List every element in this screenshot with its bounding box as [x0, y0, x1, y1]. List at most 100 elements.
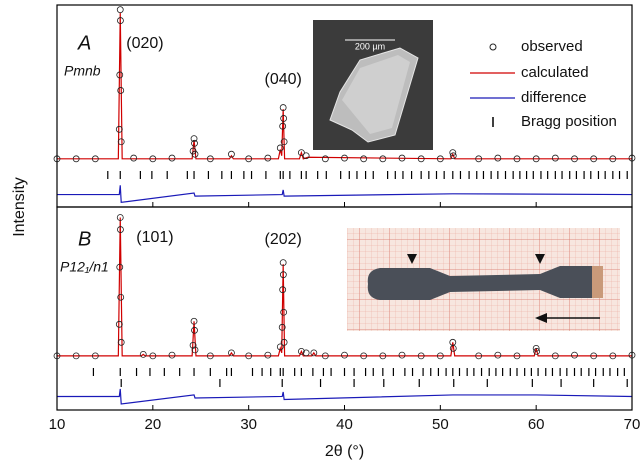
observed-point: [278, 323, 286, 331]
observed-point: [191, 139, 198, 147]
observed-point: [276, 343, 284, 351]
observed-point: [513, 352, 521, 360]
x-tick-label: 10: [49, 416, 66, 433]
observed-point: [494, 154, 502, 162]
legend-label: Bragg position: [521, 113, 617, 130]
x-axis-label: 2θ (°): [325, 443, 364, 460]
peak-label: (101): [136, 229, 173, 246]
observed-point: [571, 155, 578, 163]
observed-point: [115, 125, 123, 133]
observed-point: [475, 352, 483, 360]
observed-point: [609, 352, 617, 360]
photo-inset: [347, 228, 620, 331]
x-tick-label: 70: [624, 416, 641, 433]
observed-point: [117, 338, 125, 346]
observed-point: [379, 352, 387, 360]
observed-point: [245, 155, 253, 163]
observed-point: [191, 326, 198, 334]
observed-point: [297, 347, 305, 355]
observed-point: [417, 352, 425, 360]
peak-label: (020): [126, 35, 163, 52]
observed-point: [117, 138, 125, 146]
observed-point: [302, 152, 310, 160]
observed-point: [398, 154, 406, 162]
observed-point: [398, 351, 406, 359]
legend: observed calculated difference Bragg positi…: [470, 38, 617, 130]
observed-point: [494, 351, 502, 359]
observed-point: [228, 150, 235, 158]
observed-point: [116, 6, 124, 14]
x-tick-label: 30: [240, 416, 257, 433]
observed-point: [280, 308, 288, 316]
observed-point: [116, 214, 124, 221]
observed-point: [72, 155, 80, 163]
observed-point: [280, 338, 288, 346]
observed-point: [117, 17, 124, 24]
observed-point: [310, 349, 318, 357]
observed-point: [533, 347, 541, 355]
observed-point: [379, 155, 387, 163]
observed-point: [91, 352, 99, 360]
observed-point: [321, 155, 329, 163]
observed-point: [449, 149, 457, 157]
observed-point: [276, 144, 284, 152]
panel-label: A: [77, 32, 91, 54]
observed-point: [532, 344, 540, 352]
observed-point: [609, 155, 617, 163]
observed-point: [130, 154, 138, 162]
observed-point: [475, 155, 483, 163]
observed-point: [149, 352, 157, 360]
phase-label: P12₁/n1: [60, 259, 109, 275]
observed-point: [190, 135, 198, 143]
observed-point: [279, 271, 287, 279]
observed-point: [264, 351, 272, 359]
legend-label: difference: [521, 89, 587, 106]
observed-point: [280, 115, 288, 122]
calculated-line: [57, 217, 632, 357]
observed-point: [590, 155, 598, 163]
y-axis-label: Intensity: [11, 177, 28, 237]
difference-line: [57, 388, 633, 405]
observed-point: [245, 352, 253, 360]
observed-point: [571, 351, 578, 359]
observed-point: [279, 122, 287, 130]
observed-point: [302, 349, 310, 357]
observed-point: [551, 154, 559, 162]
observed-point: [449, 344, 457, 352]
observed-point: [341, 154, 348, 162]
observed-point: [360, 352, 368, 360]
observed-point: [191, 346, 199, 354]
observed-point: [117, 87, 125, 94]
observed-point: [513, 155, 521, 163]
observed-point: [117, 226, 124, 233]
observed-point: [449, 152, 457, 160]
observed-point: [280, 138, 288, 146]
observed-point: [191, 150, 199, 158]
observed-point: [139, 350, 147, 358]
observed-point: [532, 155, 540, 163]
observed-point: [72, 352, 80, 360]
observed-point: [321, 352, 329, 360]
observed-point: [189, 341, 197, 349]
observed-point: [168, 154, 176, 162]
observed-point: [228, 349, 235, 357]
phase-label: Pmnb: [64, 63, 101, 79]
observed-point: [436, 352, 444, 360]
observed-point: [149, 155, 157, 163]
observed-point: [436, 155, 444, 163]
legend-label: observed: [521, 38, 583, 55]
observed-point: [279, 104, 287, 111]
observed-point: [279, 286, 287, 294]
observed-point: [168, 351, 176, 359]
observed-point: [279, 259, 287, 267]
observed-point: [341, 351, 348, 359]
sem-inset: 200 µm: [313, 20, 433, 150]
observed-point: [206, 155, 214, 163]
peak-label: (040): [264, 71, 301, 88]
x-tick-label: 40: [336, 416, 353, 433]
x-tick-label: 50: [432, 416, 449, 433]
x-tick-label: 60: [528, 416, 545, 433]
observed-point: [190, 317, 198, 325]
observed-point: [116, 71, 124, 79]
